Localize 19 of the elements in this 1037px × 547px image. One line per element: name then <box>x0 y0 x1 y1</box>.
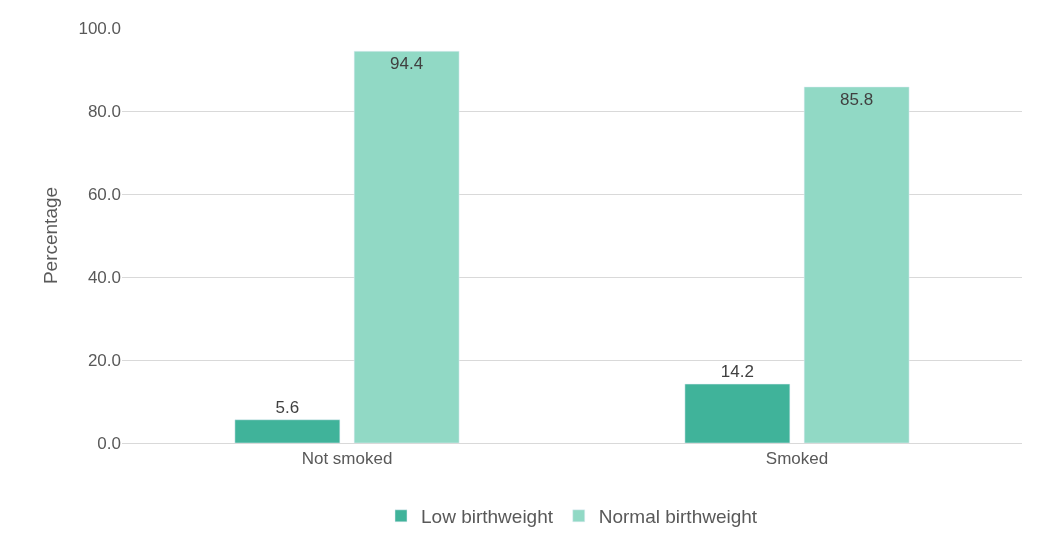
data-label: 85.8 <box>840 89 874 109</box>
y-axis-title: Percentage <box>40 186 62 285</box>
legend-label: Normal birthweight <box>598 506 758 528</box>
data-label: 94.4 <box>390 54 424 74</box>
x-tick-label: Not smoked <box>301 449 393 469</box>
x-tick-label: Smoked <box>765 449 829 469</box>
y-tick-label: 100.0 <box>78 18 121 38</box>
y-tick-label: 0.0 <box>97 433 121 453</box>
data-label: 14.2 <box>720 362 754 382</box>
bar <box>234 419 341 443</box>
bar <box>803 86 910 443</box>
bar <box>353 50 460 443</box>
legend-label: Low birthweight <box>421 506 554 528</box>
y-tick-label: 60.0 <box>87 184 121 204</box>
y-tick-label: 80.0 <box>87 101 121 121</box>
y-tick-label: 40.0 <box>87 267 121 287</box>
bar <box>684 383 791 443</box>
y-tick-label: 20.0 <box>87 350 121 370</box>
data-label: 5.6 <box>275 397 300 417</box>
